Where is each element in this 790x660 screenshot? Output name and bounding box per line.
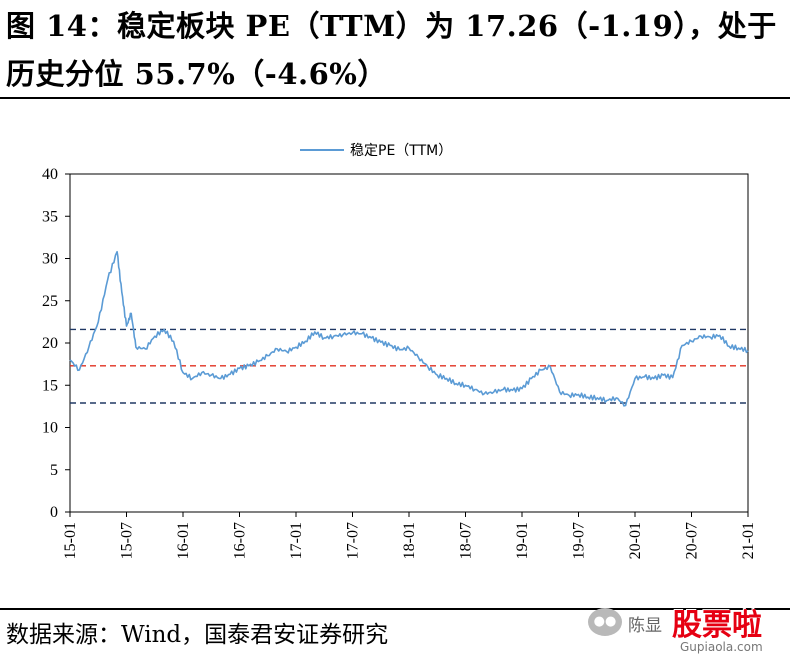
source-note: 数据来源：Wind，国泰君安证券研究 (6, 622, 389, 648)
title-rule (0, 97, 790, 99)
x-tick-label: 18-07 (458, 522, 475, 559)
y-tick-label: 0 (50, 504, 58, 521)
x-tick-label: 15-01 (62, 522, 79, 559)
series-line (69, 250, 749, 407)
x-tick-label: 18-01 (401, 522, 418, 559)
x-tick-label: 19-01 (514, 522, 531, 559)
y-tick-label: 25 (42, 293, 58, 310)
x-tick-label: 17-01 (288, 522, 305, 559)
source-rule (0, 608, 790, 610)
x-axis: 15-01 15-07 16-01 16-07 17-01 17-07 18-01 18-07… (62, 512, 757, 559)
watermark: ●● 陈显 股票啦 Gupiaola.com (584, 600, 784, 660)
x-tick-label: 16-07 (232, 522, 249, 559)
y-tick-label: 20 (42, 335, 58, 352)
x-tick-label: 21-01 (740, 522, 757, 559)
legend-label: 稳定PE（TTM） (350, 143, 452, 159)
x-tick-label: 17-07 (345, 522, 362, 559)
watermark-brand: 股票啦 (672, 608, 762, 643)
y-tick-label: 35 (42, 208, 58, 225)
y-tick-label: 30 (42, 251, 58, 268)
figure-title: 图 14：稳定板块 PE（TTM）为 17.26（-1.19），处于历史分位 5… (6, 9, 777, 91)
x-tick-label: 20-07 (684, 522, 701, 559)
plot-frame (69, 173, 749, 513)
plot-area (69, 173, 749, 513)
y-tick-label: 5 (50, 462, 58, 479)
x-tick-label: 19-07 (571, 522, 588, 559)
wechat-icon: ●● (588, 608, 622, 636)
y-tick-label: 10 (42, 420, 58, 437)
watermark-url: Gupiaola.com (680, 640, 763, 654)
watermark-author: 陈显 (628, 616, 662, 636)
y-tick-label: 40 (42, 166, 58, 183)
x-tick-label: 15-07 (119, 522, 136, 559)
y-axis: 0 5 10 15 20 25 30 35 40 (42, 166, 70, 521)
chart-legend: 稳定PE（TTM） (300, 143, 452, 159)
y-tick-label: 15 (42, 377, 58, 394)
pe-line-chart: 稳定PE（TTM） 0 5 10 15 20 25 30 35 40 15-01 15-07 16-… (42, 143, 757, 559)
x-tick-label: 20-01 (627, 522, 644, 559)
x-tick-label: 16-01 (175, 522, 192, 559)
